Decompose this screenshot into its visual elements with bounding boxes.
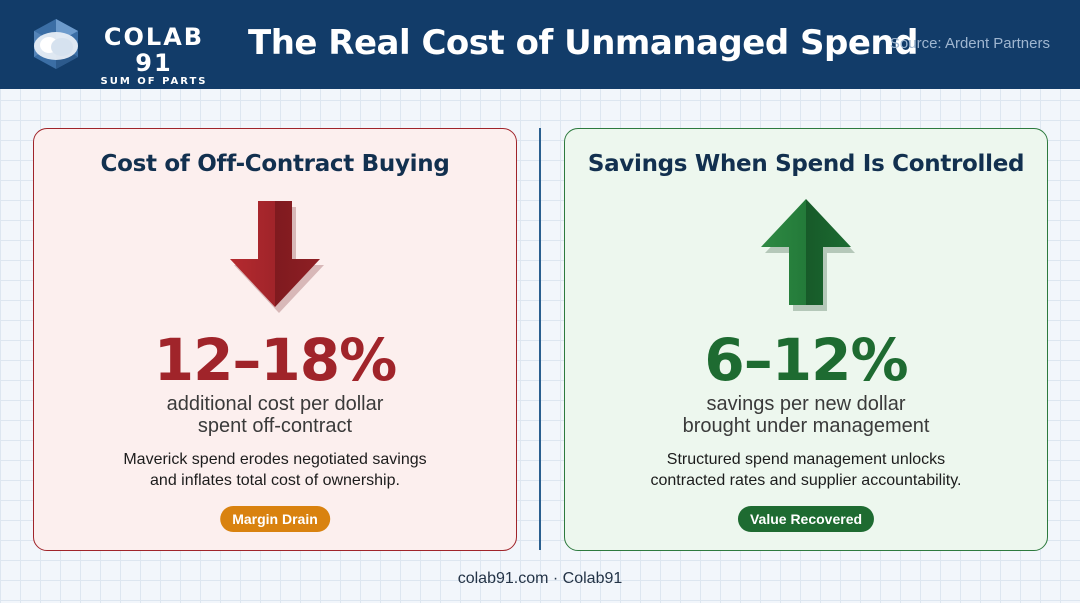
footer-credit: colab91.com · Colab91 xyxy=(457,570,623,587)
arrow-down-icon xyxy=(230,201,324,313)
subtitle-line: savings per new dollar xyxy=(706,393,906,415)
center-divider xyxy=(539,128,541,550)
header-banner: COLAB 91 SUM OF PARTS The Real Cost of U… xyxy=(0,0,1080,89)
stat-subtitle: savings per new dollar brought under man… xyxy=(565,393,1047,437)
description-line: contracted rates and supplier accountabi… xyxy=(650,472,962,489)
logo-name: COLAB 91 xyxy=(103,23,205,77)
subtitle-line: spent off-contract xyxy=(197,415,353,437)
panel-off-contract: Cost of Off-Contract Buying 12–18% addit… xyxy=(33,128,517,551)
page-title: The Real Cost of Unmanaged Spend xyxy=(248,23,918,63)
status-badge: Value Recovered xyxy=(737,506,875,532)
logo-icon xyxy=(34,19,78,69)
arrow-up-icon xyxy=(761,199,855,311)
logo-wordmark: COLAB 91 SUM OF PARTS xyxy=(92,24,216,88)
stat-figure: 12–18% xyxy=(153,326,398,394)
panel-controlled-spend: Savings When Spend Is Controlled 6–12% s… xyxy=(564,128,1048,551)
stat-figure: 6–12% xyxy=(704,326,908,394)
panel-title: Cost of Off-Contract Buying xyxy=(100,151,450,177)
description-line: and inflates total cost of ownership. xyxy=(150,472,400,489)
subtitle-line: additional cost per dollar xyxy=(166,393,384,415)
stat-subtitle: additional cost per dollar spent off-con… xyxy=(34,393,516,437)
stat-description: Maverick spend erodes negotiated savings… xyxy=(34,449,516,491)
status-badge: Margin Drain xyxy=(220,506,330,532)
logo-tagline: SUM OF PARTS xyxy=(100,76,208,87)
subtitle-line: brought under management xyxy=(682,415,930,437)
description-line: Maverick spend erodes negotiated savings xyxy=(123,451,427,468)
source-note: Source: Ardent Partners xyxy=(889,35,1050,52)
stat-description: Structured spend management unlocks cont… xyxy=(565,449,1047,491)
panel-title: Savings When Spend Is Controlled xyxy=(587,151,1025,177)
description-line: Structured spend management unlocks xyxy=(666,451,946,468)
